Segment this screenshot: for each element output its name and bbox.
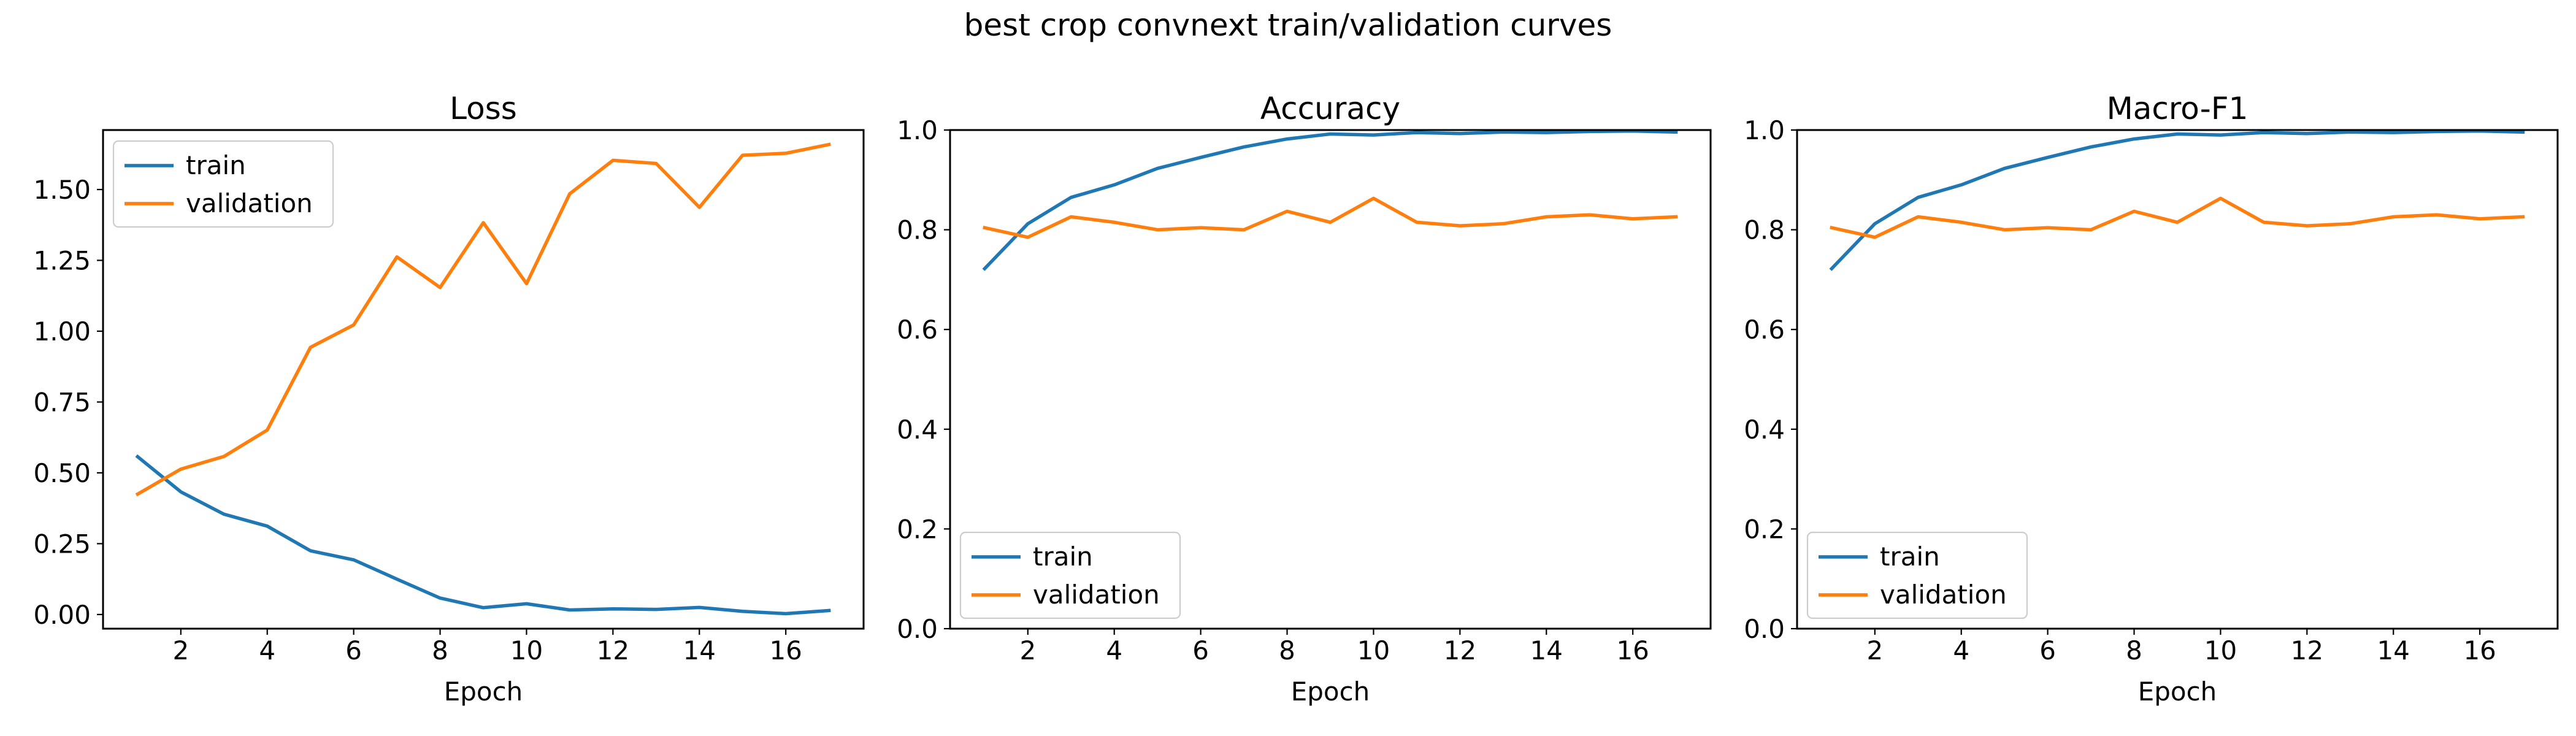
x-tick-label: 2 [1866, 635, 1883, 665]
subplot-title: Loss [450, 91, 517, 126]
y-tick-label: 0.6 [1744, 315, 1785, 345]
y-tick-label: 0.0 [897, 614, 938, 644]
series-line-train [982, 129, 1678, 271]
subplot-3: Macro-F1 2 4 6 8 10 12 14 16 0.0 0.2 0.4 0.6 0.8 1.0 Ep… [1744, 91, 2559, 707]
y-tick-label: 0.4 [1744, 415, 1785, 445]
x-tick-label: 12 [597, 635, 629, 665]
legend-label-validation: validation [1880, 580, 2007, 610]
y-tick-label: 1.00 [33, 316, 91, 347]
x-tick-label: 16 [769, 635, 802, 665]
y-tick-label: 0.8 [897, 215, 938, 245]
x-tick-label: 6 [345, 635, 362, 665]
x-tick-label: 6 [1192, 635, 1209, 665]
legend-label-train: train [1033, 542, 1093, 572]
x-tick-label: 8 [1279, 635, 1295, 665]
legend-frame [1806, 531, 2028, 619]
x-tick-label: 8 [432, 635, 448, 665]
x-tick-label: 6 [2039, 635, 2056, 665]
y-tick-label: 0.2 [1744, 514, 1785, 544]
series-line-train [1829, 129, 2525, 271]
axes-frame [949, 129, 1712, 630]
x-tick-label: 10 [510, 635, 543, 665]
x-tick-label: 12 [2291, 635, 2323, 665]
x-axis-label: Epoch [444, 677, 523, 707]
legend: train validation [112, 140, 334, 228]
x-tick-label: 14 [683, 635, 716, 665]
series-line-train [135, 454, 831, 616]
series-line-validation [135, 142, 831, 497]
x-tick-label: 4 [1106, 635, 1122, 665]
legend-frame [959, 531, 1181, 619]
legend-label-validation: validation [186, 188, 313, 218]
legend: train validation [1806, 531, 2028, 619]
axes-frame [102, 129, 865, 630]
subplot-2: Accuracy 2 4 6 8 10 12 14 16 0.0 0.2 0.4 0.6 0.8 1.0 Ep… [897, 91, 1712, 707]
y-tick-label: 0.50 [33, 458, 91, 488]
x-tick-label: 16 [1616, 635, 1649, 665]
y-tick-label: 0.4 [897, 415, 938, 445]
series-line-validation [983, 196, 1678, 239]
subplot-1: Loss 2 4 6 8 10 12 14 16 0.00 0.25 0.50 0.75 1.00 1.25… [33, 91, 865, 707]
y-tick-label: 1.50 [33, 175, 91, 205]
y-tick-label: 0.6 [897, 315, 938, 345]
x-tick-label: 10 [1357, 635, 1390, 665]
x-tick-label: 14 [1530, 635, 1563, 665]
legend-label-validation: validation [1033, 580, 1160, 610]
subplot-title: Macro-F1 [2107, 91, 2248, 126]
x-tick-label: 14 [2377, 635, 2410, 665]
y-tick-label: 0.8 [1744, 215, 1785, 245]
y-tick-label: 1.0 [1744, 115, 1785, 145]
legend-frame [112, 140, 334, 228]
series-line-validation [1830, 196, 2525, 239]
x-tick-label: 16 [2463, 635, 2496, 665]
x-axis-label: Epoch [1291, 677, 1370, 707]
y-tick-label: 1.0 [897, 115, 938, 145]
y-tick-label: 0.2 [897, 514, 938, 544]
subplot-panels: Loss 2 4 6 8 10 12 14 16 0.00 0.25 0.50 0.75 1.00 1.25… [33, 91, 2559, 707]
x-axis-label: Epoch [2138, 677, 2217, 707]
axes-frame [1796, 129, 2559, 630]
x-tick-label: 10 [2204, 635, 2237, 665]
x-tick-label: 12 [1444, 635, 1476, 665]
legend: train validation [959, 531, 1181, 619]
subplot-title: Accuracy [1260, 91, 1400, 126]
x-tick-label: 8 [2126, 635, 2142, 665]
y-tick-label: 0.75 [33, 387, 91, 417]
x-tick-label: 4 [259, 635, 275, 665]
y-tick-label: 0.00 [33, 600, 91, 630]
x-tick-label: 4 [1953, 635, 1969, 665]
x-tick-label: 2 [1019, 635, 1036, 665]
legend-label-train: train [186, 150, 246, 180]
y-tick-label: 0.25 [33, 529, 91, 559]
x-tick-label: 2 [172, 635, 189, 665]
figure-title: best crop convnext train/validation curv… [964, 7, 1612, 43]
y-tick-label: 0.0 [1744, 614, 1785, 644]
legend-label-train: train [1880, 542, 1940, 572]
y-tick-label: 1.25 [33, 245, 91, 275]
